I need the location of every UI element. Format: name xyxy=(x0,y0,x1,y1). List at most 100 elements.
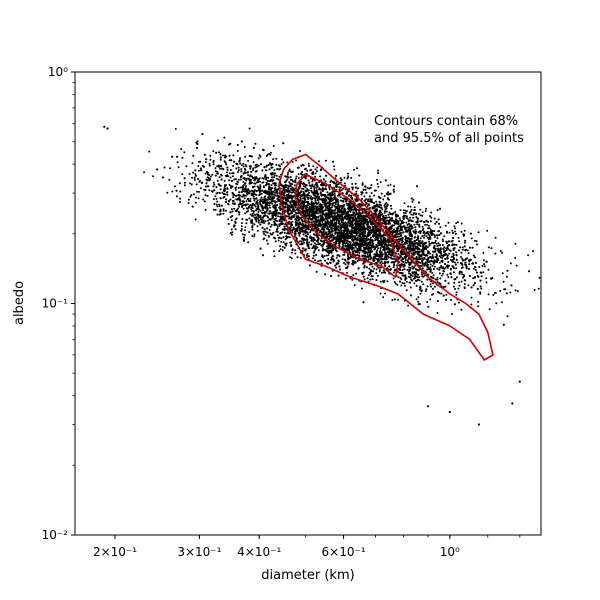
scatter-point xyxy=(225,163,228,166)
scatter-point xyxy=(455,267,458,270)
scatter-point xyxy=(236,180,239,183)
scatter-point xyxy=(426,268,429,271)
scatter-point xyxy=(370,192,373,194)
scatter-point xyxy=(452,271,455,274)
scatter-point xyxy=(319,191,322,194)
scatter-point xyxy=(208,177,210,179)
scatter-point xyxy=(301,187,304,190)
scatter-point xyxy=(437,242,440,245)
scatter-point xyxy=(330,179,333,182)
scatter-point xyxy=(453,281,456,284)
scatter-point xyxy=(295,177,298,180)
scatter-point xyxy=(460,230,463,233)
scatter-point xyxy=(405,289,408,292)
scatter-point xyxy=(176,161,179,164)
scatter-point xyxy=(426,236,429,239)
scatter-point xyxy=(250,182,253,185)
scatter-point xyxy=(419,208,422,211)
scatter-point xyxy=(432,257,435,259)
scatter-point xyxy=(316,196,318,199)
scatter-point xyxy=(240,186,243,189)
scatter-point xyxy=(229,169,232,171)
scatter-point xyxy=(398,229,401,232)
scatter-point xyxy=(432,268,435,270)
scatter-point xyxy=(421,253,423,256)
scatter-point xyxy=(234,194,237,197)
scatter-point xyxy=(293,204,296,207)
scatter-point xyxy=(264,169,267,172)
scatter-point xyxy=(425,235,428,238)
scatter-point xyxy=(231,233,233,236)
scatter-point xyxy=(460,308,463,311)
scatter-point xyxy=(406,242,408,245)
scatter-point xyxy=(346,265,349,268)
scatter-point xyxy=(393,224,396,227)
scatter-point xyxy=(454,288,456,290)
scatter-point xyxy=(291,160,294,163)
scatter-point xyxy=(274,194,277,197)
scatter-point xyxy=(409,216,412,219)
scatter-point xyxy=(307,233,309,236)
scatter-point xyxy=(451,260,454,263)
scatter-point xyxy=(342,226,345,229)
scatter-point xyxy=(204,209,207,211)
scatter-point xyxy=(253,223,256,226)
scatter-point xyxy=(400,284,403,287)
scatter-point xyxy=(198,190,200,193)
scatter-point xyxy=(229,232,232,235)
scatter-point xyxy=(367,258,370,261)
scatter-point xyxy=(219,188,222,191)
scatter-point xyxy=(393,298,396,301)
scatter-point xyxy=(312,202,315,205)
scatter-point xyxy=(415,284,418,287)
scatter-point xyxy=(256,225,259,228)
scatter-point xyxy=(412,244,415,247)
scatter-point xyxy=(254,213,257,216)
scatter-point xyxy=(257,211,260,213)
scatter-point xyxy=(354,192,357,195)
scatter-point xyxy=(384,292,387,295)
scatter-point xyxy=(428,240,430,243)
scatter-point xyxy=(225,209,227,212)
scatter-point xyxy=(366,277,369,280)
scatter-point xyxy=(217,151,220,154)
scatter-point xyxy=(350,177,353,179)
scatter-point xyxy=(407,220,410,223)
scatter-point xyxy=(411,279,413,282)
scatter-point xyxy=(355,190,358,193)
scatter-point xyxy=(474,239,476,242)
scatter-point xyxy=(286,161,289,164)
scatter-point xyxy=(252,210,255,212)
scatter-point xyxy=(402,260,405,263)
scatter-point xyxy=(255,209,258,212)
scatter-point xyxy=(197,197,200,200)
scatter-point xyxy=(249,167,252,170)
scatter-point xyxy=(387,184,390,187)
scatter-point xyxy=(271,217,273,220)
scatter-point xyxy=(276,220,279,222)
scatter-point xyxy=(202,198,205,201)
scatter-point xyxy=(320,194,323,197)
scatter-point xyxy=(467,284,470,287)
scatter-point xyxy=(342,187,345,190)
scatter-point xyxy=(499,250,502,252)
scatter-point xyxy=(319,214,322,217)
scatter-point xyxy=(275,157,278,160)
scatter-point xyxy=(215,192,218,195)
scatter-point xyxy=(306,217,309,220)
scatter-point xyxy=(440,254,443,257)
scatter-point xyxy=(378,203,381,206)
scatter-point xyxy=(247,197,250,200)
scatter-point xyxy=(371,201,374,204)
scatter-point xyxy=(419,261,422,264)
scatter-point xyxy=(299,243,301,246)
scatter-point xyxy=(411,200,414,203)
scatter-point xyxy=(242,180,245,183)
scatter-point xyxy=(331,233,334,236)
scatter-point xyxy=(276,230,279,233)
scatter-point xyxy=(492,293,495,296)
scatter-point xyxy=(432,287,434,290)
scatter-point xyxy=(273,218,276,221)
scatter-point xyxy=(195,141,198,144)
scatter-point xyxy=(328,213,331,216)
